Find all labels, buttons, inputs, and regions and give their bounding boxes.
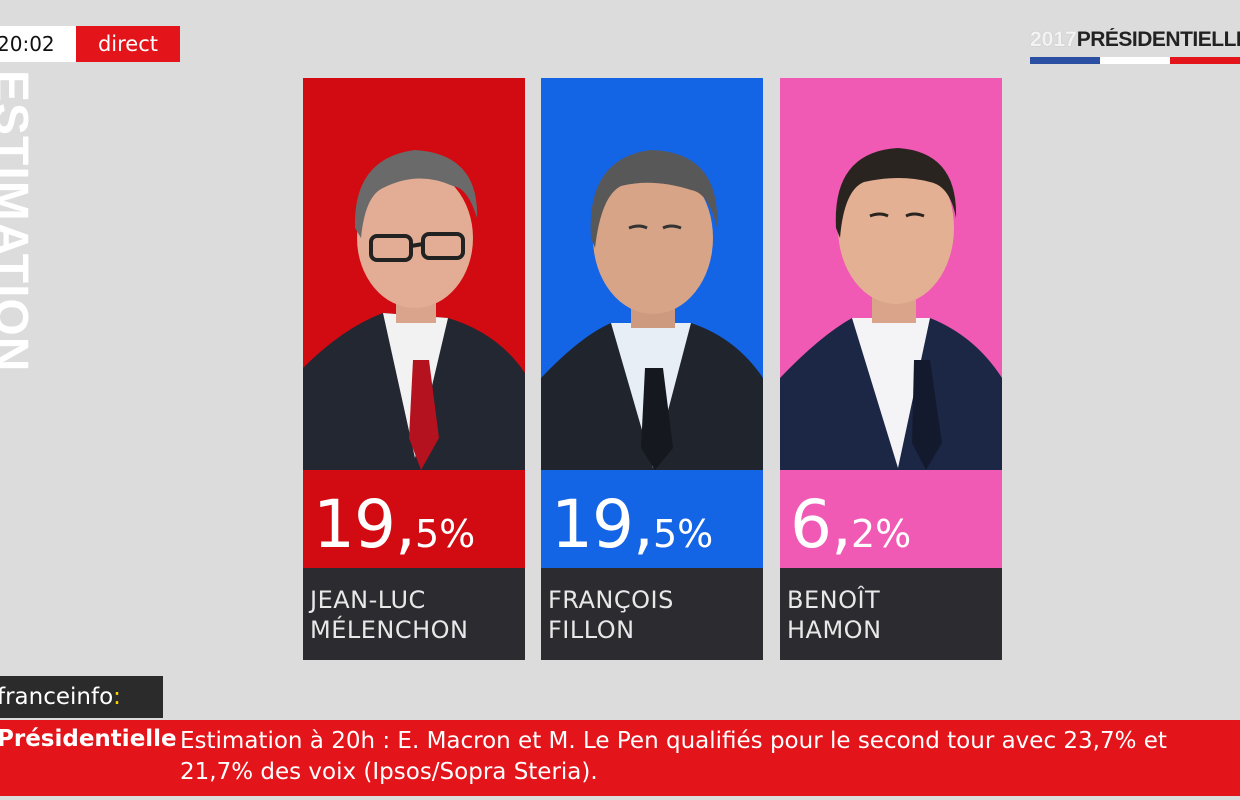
news-ticker: Présidentielle Estimation à 20h : E. Mac… [0, 720, 1240, 796]
flag-white [1100, 57, 1170, 64]
estimation-label: ESTIMATION [0, 70, 44, 400]
candidate-first-name: FRANÇOIS [548, 586, 674, 614]
tricolor-bar [1030, 57, 1240, 64]
name-panel: JEAN-LUC MÉLENCHON [303, 568, 525, 660]
candidate-last-name: HAMON [787, 616, 882, 644]
candidate-first-name: BENOÎT [787, 586, 881, 614]
percent-panel: 6,2% [780, 470, 1002, 568]
candidate-card: 19,5% JEAN-LUC MÉLENCHON [303, 78, 525, 660]
clock: 20:02 [0, 26, 76, 62]
brand-word: PRÉSIDENTIELLE [1076, 28, 1240, 51]
estimation-label-text: ESTIMATION [0, 70, 37, 373]
percent-value: 19,5% [551, 486, 714, 563]
election-brand: 2017PRÉSIDENTIELLE [1030, 28, 1240, 66]
name-panel: FRANÇOIS FILLON [541, 568, 763, 660]
live-badge: direct [76, 26, 180, 62]
candidate-first-name: JEAN-LUC [310, 586, 426, 614]
percent-value: 6,2% [790, 486, 912, 563]
portrait-hamon-icon [780, 78, 1002, 470]
brand-year: 2017 [1030, 28, 1077, 51]
candidate-card: 19,5% FRANÇOIS FILLON [541, 78, 763, 660]
percent-panel: 19,5% [303, 470, 525, 568]
candidate-card: 6,2% BENOÎT HAMON [780, 78, 1002, 660]
percent-value: 19,5% [313, 486, 476, 563]
candidate-photo [780, 78, 1002, 470]
name-panel: BENOÎT HAMON [780, 568, 1002, 660]
channel-colon: : [113, 684, 121, 710]
candidate-last-name: FILLON [548, 616, 635, 644]
percent-panel: 19,5% [541, 470, 763, 568]
channel-name: franceinfo [0, 684, 114, 710]
flag-red [1170, 57, 1240, 64]
flag-blue [1030, 57, 1100, 64]
ticker-message: Estimation à 20h : E. Macron et M. Le Pe… [180, 728, 1167, 785]
channel-logo: franceinfo: [0, 676, 163, 718]
portrait-melenchon-icon [303, 78, 525, 470]
candidate-last-name: MÉLENCHON [310, 616, 469, 644]
candidate-photo [303, 78, 525, 470]
candidate-photo [541, 78, 763, 470]
portrait-fillon-icon [541, 78, 763, 470]
ticker-tag: Présidentielle [0, 726, 177, 752]
